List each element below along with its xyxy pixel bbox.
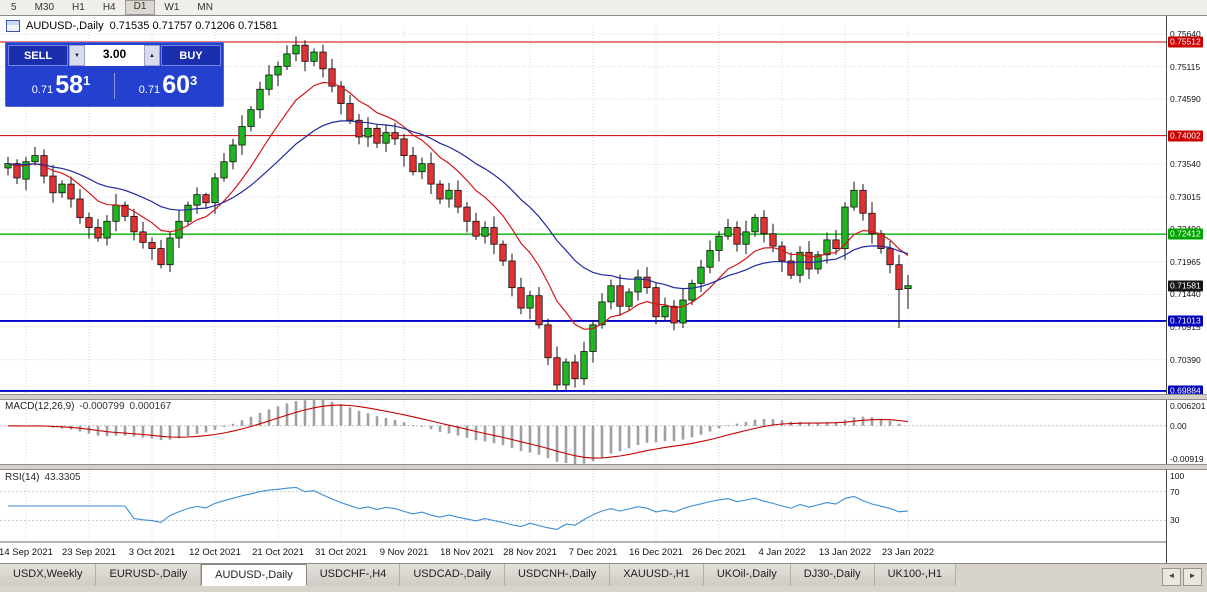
macd-signal-value: 0.000167 (129, 401, 172, 412)
macd-label: MACD(12,26,9) -0.000799 0.000167 (5, 401, 172, 412)
chart-header: AUDUSD-,Daily 0.71535 0.71757 0.71206 0.… (6, 20, 278, 32)
timeframe-button-w1[interactable]: W1 (164, 2, 180, 13)
date-label: 28 Nov 2021 (503, 547, 557, 558)
macd-axis-label: -0.00919 (1170, 454, 1204, 464)
price-chart-canvas[interactable] (0, 16, 1166, 563)
volume-control: ▼ 3.00 ▲ (69, 45, 160, 66)
price-tick-label: 0.75115 (1170, 61, 1201, 72)
chart-tab[interactable]: USDCNH-,Daily (504, 564, 611, 586)
buy-price[interactable]: 0.71603 (138, 71, 198, 99)
date-label: 9 Nov 2021 (379, 547, 429, 558)
chart-tab[interactable]: UKOil-,Daily (703, 564, 791, 586)
date-label: 14 Sep 2021 (0, 547, 53, 558)
price-tick-label: 0.73015 (1170, 191, 1201, 202)
date-label: 13 Jan 2022 (818, 547, 872, 558)
tab-scroll-right-button[interactable]: ► (1183, 568, 1202, 586)
price-tick-label: 0.74590 (1170, 94, 1201, 105)
date-label: 16 Dec 2021 (629, 547, 683, 558)
date-label: 18 Nov 2021 (440, 547, 494, 558)
chart-icon (6, 20, 20, 32)
chart-area[interactable]: AUDUSD-,Daily 0.71535 0.71757 0.71206 0.… (0, 16, 1166, 563)
chart-tab[interactable]: EURUSD-,Daily (96, 564, 202, 586)
date-label: 4 Jan 2022 (758, 547, 806, 558)
timeframe-button-h4[interactable]: H4 (102, 2, 116, 13)
date-axis[interactable]: 14 Sep 2021 23 Sep 2021 3 Oct 2021 12 Oct 2… (0, 543, 1166, 563)
rsi-label: RSI(14) 43.3305 (5, 472, 81, 483)
sell-price[interactable]: 0.71581 (31, 71, 91, 99)
price-line-badge: 0.71581 (1168, 280, 1203, 292)
tab-scroll-controls: ◄ ► (1157, 564, 1207, 590)
timeframe-button-mn[interactable]: MN (197, 2, 213, 13)
price-tick-label: 0.73540 (1170, 159, 1201, 170)
rsi-axis-label: 70 (1170, 486, 1180, 497)
rsi-axis-label: 100 (1170, 471, 1185, 481)
chart-tab[interactable]: USDCHF-,H4 (306, 564, 401, 586)
buy-button[interactable]: BUY (161, 45, 221, 66)
volume-down-button[interactable]: ▼ (69, 45, 85, 66)
chart-tabs-bar: USDX,Weekly EURUSD-,Daily AUDUSD-,Daily USD… (0, 563, 1207, 592)
chart-tab[interactable]: USDCAD-,Daily (400, 564, 505, 586)
date-label: 3 Oct 2021 (128, 547, 176, 558)
timeframe-button-d1[interactable]: D1 (124, 0, 156, 15)
volume-up-button[interactable]: ▲ (144, 45, 160, 66)
timeframe-buttons: 5 M30 H1 H4 D1 W1 MN (2, 0, 222, 15)
price-line-badge: 0.75512 (1168, 36, 1203, 48)
chart-tab[interactable]: UK100-,H1 (874, 564, 957, 586)
one-click-trading-panel: SELL ▼ 3.00 ▲ BUY 0.71581 0.71603 (5, 42, 224, 107)
price-line-badge: 0.72412 (1168, 228, 1203, 240)
timeframe-button-5[interactable]: 5 (11, 2, 17, 13)
date-label: 7 Dec 2021 (568, 547, 618, 558)
timeframe-button-h1[interactable]: H1 (72, 2, 85, 13)
pane-separator-rsi[interactable] (0, 464, 1207, 470)
price-tick-label: 0.70390 (1170, 354, 1201, 365)
date-label: 21 Oct 2021 (252, 547, 304, 558)
timeframe-toolbar: 5 M30 H1 H4 D1 W1 MN (0, 0, 1207, 16)
pane-separator-macd[interactable] (0, 394, 1207, 400)
price-tick-label: 0.70915 (1170, 322, 1201, 332)
timeframe-button-m30[interactable]: M30 (34, 2, 55, 13)
volume-input[interactable]: 3.00 (85, 45, 144, 66)
chart-tab[interactable]: XAUUSD-,H1 (610, 564, 704, 586)
tab-scroll-left-button[interactable]: ◄ (1162, 568, 1181, 586)
price-divider (114, 72, 115, 99)
sell-button[interactable]: SELL (8, 45, 68, 66)
rsi-value: 43.3305 (44, 472, 81, 483)
rsi-axis-label: 30 (1170, 515, 1180, 526)
date-label: 23 Sep 2021 (62, 547, 116, 558)
chart-tabs: USDX,Weekly EURUSD-,Daily AUDUSD-,Daily USD… (0, 564, 957, 586)
price-line-badge: 0.71013 (1168, 315, 1203, 327)
chart-window: AUDUSD-,Daily 0.71535 0.71757 0.71206 0.… (0, 16, 1207, 563)
chart-tab[interactable]: AUDUSD-,Daily (201, 564, 307, 586)
chart-ohlc-values: 0.71535 0.71757 0.71206 0.71581 (109, 20, 278, 32)
macd-axis-label: 0.00 (1170, 420, 1187, 431)
price-tick-label: 0.71965 (1170, 256, 1201, 267)
macd-value: -0.000799 (79, 401, 125, 412)
macd-axis-label: 0.006201 (1170, 401, 1206, 411)
price-line-badge: 0.74002 (1168, 130, 1203, 142)
chart-title: AUDUSD-,Daily (26, 20, 104, 32)
date-label: 12 Oct 2021 (189, 547, 241, 558)
price-tick-label: 0.75640 (1170, 29, 1201, 40)
date-label: 23 Jan 2022 (881, 547, 935, 558)
price-tick-label: 0.71440 (1170, 289, 1201, 300)
price-axis[interactable]: 0.75640 0.75115 0.74590 0.73540 0.73015 0.724… (1166, 16, 1207, 563)
date-label: 26 Dec 2021 (692, 547, 746, 558)
date-label: 31 Oct 2021 (315, 547, 367, 558)
price-line-badge: 0.69884 (1168, 385, 1203, 397)
chart-tab[interactable]: DJ30-,Daily (790, 564, 875, 586)
chart-tab[interactable]: USDX,Weekly (0, 564, 97, 586)
